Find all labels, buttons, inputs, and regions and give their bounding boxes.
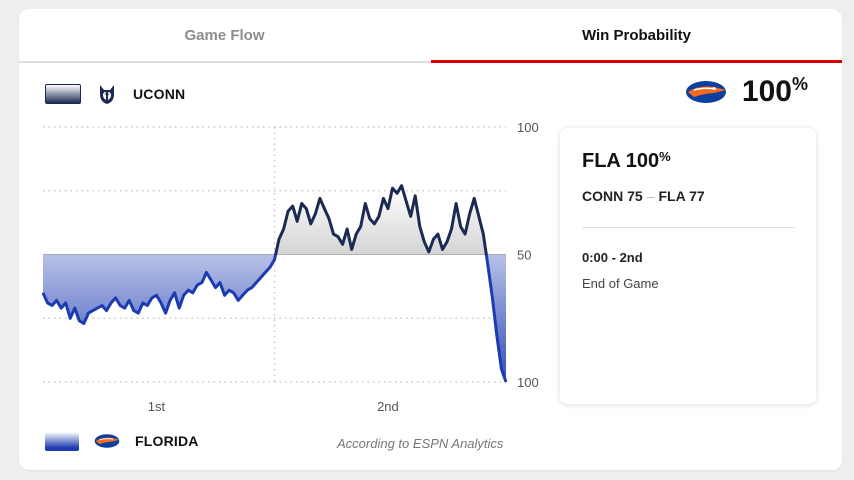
- tab-win-probability[interactable]: Win Probability: [581, 26, 692, 44]
- probability-line-upper: [274, 184, 488, 255]
- tab-bar: Game Flow Win Probability: [19, 9, 842, 63]
- gators-logo-icon: [93, 430, 121, 452]
- y-tick-label: 100: [517, 375, 539, 390]
- leader-probability-unit: %: [791, 73, 808, 94]
- x-tick-label: 1st: [148, 399, 166, 414]
- game-status: End of Game: [582, 276, 659, 291]
- huskies-logo-icon: [95, 83, 119, 105]
- info-headline-value: 100: [625, 150, 660, 172]
- game-info-card: FLA 100% CONN 75– FLA 77 0:00 - 2nd End o…: [560, 128, 816, 404]
- team-row-florida: FLORIDA: [45, 430, 199, 452]
- y-tick-label: 100: [517, 120, 539, 135]
- team-name-bottom: FLORIDA: [135, 433, 199, 449]
- info-headline-team: FLA: [582, 150, 621, 172]
- team-name-top: UCONN: [133, 86, 186, 102]
- team-row-uconn: UCONN: [45, 83, 185, 105]
- game-clock: 0:00 - 2nd: [582, 250, 643, 265]
- final-score: CONN 75– FLA 77: [582, 188, 705, 204]
- score-right: FLA 77: [658, 188, 705, 204]
- active-tab-indicator: [431, 60, 842, 63]
- lower-area-fill: [43, 254, 506, 382]
- tab-game-flow[interactable]: Game Flow: [184, 26, 265, 44]
- leader-probability-value: 100: [741, 75, 792, 108]
- leader-probability: 100 %: [684, 73, 808, 109]
- source-attribution: According to ESPN Analytics: [337, 436, 504, 451]
- x-tick-label: 2nd: [377, 399, 399, 414]
- info-headline: FLA 100%: [582, 149, 671, 173]
- info-headline-unit: %: [659, 149, 671, 164]
- probability-line-lower: [41, 254, 508, 383]
- win-probability-chart: 100 50 100 1st 2nd: [41, 120, 539, 414]
- score-separator: –: [646, 188, 655, 204]
- y-tick-label: 50: [517, 248, 531, 263]
- florida-color-swatch: [45, 431, 79, 451]
- score-left: CONN 75: [582, 188, 643, 204]
- info-divider: [582, 227, 795, 228]
- gators-logo-icon: [684, 78, 728, 106]
- win-probability-card: Game Flow Win Probability UCONN 100: [19, 9, 842, 470]
- uconn-color-swatch: [45, 84, 81, 104]
